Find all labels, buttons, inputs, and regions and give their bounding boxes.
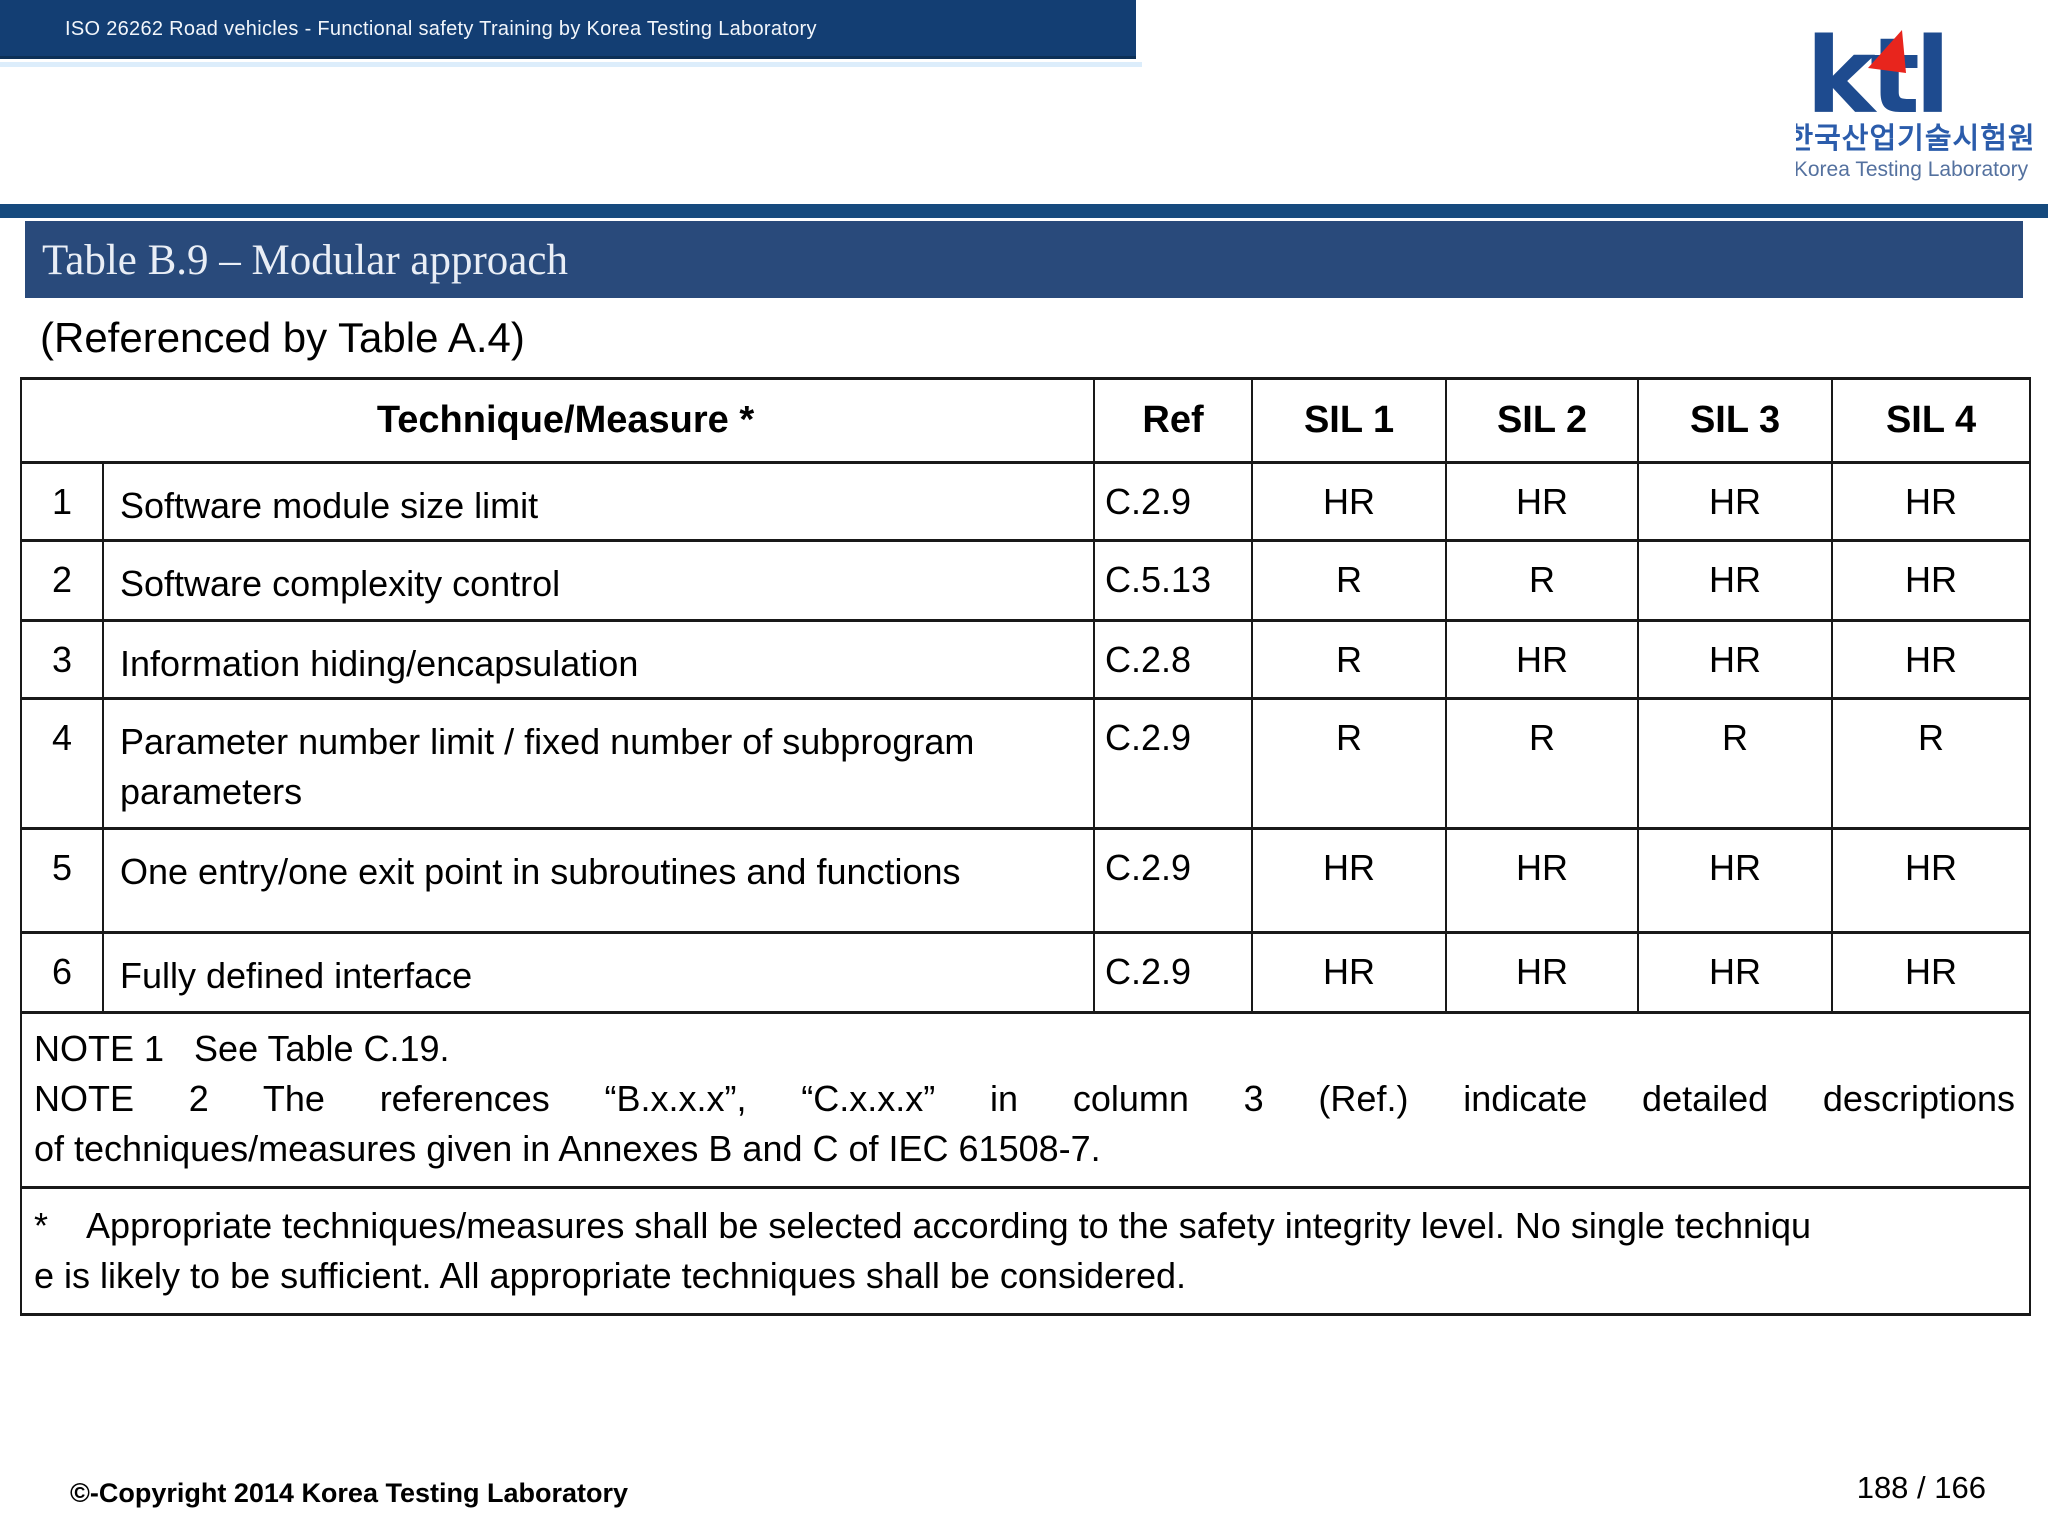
accent-strip	[0, 204, 2048, 218]
ktl-logo-graphic: ktl 한국산업기술시험원 Korea Testing Laboratory	[1796, 16, 2036, 181]
col-header-technique: Technique/Measure *	[19, 377, 1096, 464]
sil1-cell: HR	[1251, 827, 1448, 934]
ref-cell: C.2.9	[1093, 827, 1254, 934]
col-header-sil1: SIL 1	[1251, 377, 1448, 464]
note-1: NOTE 1 See Table C.19.	[34, 1028, 450, 1069]
top-header-bar: ISO 26262 Road vehicles - Functional saf…	[0, 0, 1136, 59]
sil1-cell: R	[1251, 619, 1448, 700]
sil4-cell: R	[1831, 697, 2032, 830]
sil3-cell: HR	[1637, 931, 1834, 1014]
col-header-sil4: SIL 4	[1831, 377, 2032, 464]
sil2-cell: HR	[1445, 931, 1640, 1014]
sil3-cell: HR	[1637, 827, 1834, 934]
sil2-cell: HR	[1445, 461, 1640, 542]
technique-cell: Software complexity control	[101, 539, 1096, 622]
ref-cell: C.2.8	[1093, 619, 1254, 700]
sil4-cell: HR	[1831, 619, 2032, 700]
ref-cell: C.2.9	[1093, 461, 1254, 542]
technique-cell: Parameter number limit / fixed number of…	[101, 697, 1096, 830]
sil2-cell: R	[1445, 697, 1640, 830]
technique-cell: One entry/one exit point in subroutines …	[101, 827, 1096, 934]
col-header-ref: Ref	[1093, 377, 1254, 464]
ref-cell: C.5.13	[1093, 539, 1254, 622]
ktl-english-name: Korea Testing Laboratory	[1796, 158, 2029, 181]
table-row: 2 Software complexity control C.5.13 R R…	[20, 539, 2032, 622]
table-header-row: Technique/Measure * Ref SIL 1 SIL 2 SIL …	[19, 377, 2032, 464]
course-title: ISO 26262 Road vehicles - Functional saf…	[65, 18, 817, 40]
sil4-cell: HR	[1831, 539, 2032, 622]
sil3-cell: HR	[1637, 619, 1834, 700]
sil4-cell: HR	[1831, 827, 2032, 934]
footnote-line-2: e is likely to be sufficient. All approp…	[34, 1255, 1187, 1296]
ktl-red-triangle-icon	[1868, 30, 1906, 73]
sil3-cell: HR	[1637, 539, 1834, 622]
reference-line: (Referenced by Table A.4)	[40, 314, 525, 361]
col-header-sil2: SIL 2	[1445, 377, 1640, 464]
header-underline	[0, 62, 1142, 67]
ktl-logo: ktl 한국산업기술시험원 Korea Testing Laboratory	[1796, 16, 2036, 188]
note-2-line-2: of techniques/measures given in Annexes …	[34, 1128, 1101, 1169]
row-number: 1	[20, 461, 104, 542]
table-row: 1 Software module size limit C.2.9 HR HR…	[20, 461, 2032, 542]
copyright-notice: ©-Copyright 2014 Korea Testing Laborator…	[70, 1478, 628, 1508]
notes-row: NOTE 1 See Table C.19. NOTE 2 The refere…	[19, 1011, 2032, 1189]
table-title-bar: Table B.9 – Modular approach	[25, 221, 2023, 298]
row-number: 3	[20, 619, 104, 700]
table-row: 6 Fully defined interface C.2.9 HR HR HR…	[20, 931, 2032, 1014]
table-row: 3 Information hiding/encapsulation C.2.8…	[20, 619, 2032, 700]
row-number: 6	[20, 931, 104, 1014]
ref-cell: C.2.9	[1093, 697, 1254, 830]
sil4-cell: HR	[1831, 461, 2032, 542]
row-number: 2	[20, 539, 104, 622]
technique-cell: Information hiding/encapsulation	[101, 619, 1096, 700]
sil3-cell: HR	[1637, 461, 1834, 542]
table-row: 4 Parameter number limit / fixed number …	[20, 697, 2032, 830]
table-title: Table B.9 – Modular approach	[42, 237, 568, 284]
sil1-cell: HR	[1251, 461, 1448, 542]
sil2-cell: HR	[1445, 827, 1640, 934]
page-number: 188 / 166	[1856, 1470, 1986, 1505]
row-number: 4	[20, 697, 104, 830]
ktl-wordmark: ktl	[1806, 16, 1946, 137]
row-number: 5	[20, 827, 104, 934]
sil4-cell: HR	[1831, 931, 2032, 1014]
modular-approach-table: Technique/Measure * Ref SIL 1 SIL 2 SIL …	[19, 377, 2032, 1316]
sil1-cell: R	[1251, 539, 1448, 622]
technique-cell: Fully defined interface	[101, 931, 1096, 1014]
footnote-line-1: * Appropriate techniques/measures shall …	[34, 1205, 1812, 1246]
note-2-line-1: NOTE 2 The references “B.x.x.x”, “C.x.x.…	[34, 1078, 2016, 1119]
col-header-sil3: SIL 3	[1637, 377, 1834, 464]
sil1-cell: R	[1251, 697, 1448, 830]
sil2-cell: R	[1445, 539, 1640, 622]
sil3-cell: R	[1637, 697, 1834, 830]
footnote-row: * Appropriate techniques/measures shall …	[19, 1186, 2032, 1316]
technique-cell: Software module size limit	[101, 461, 1096, 542]
footnote-cell: * Appropriate techniques/measures shall …	[19, 1186, 2032, 1316]
notes-cell: NOTE 1 See Table C.19. NOTE 2 The refere…	[19, 1011, 2032, 1189]
sil2-cell: HR	[1445, 619, 1640, 700]
sil1-cell: HR	[1251, 931, 1448, 1014]
ktl-korean-name: 한국산업기술시험원	[1796, 121, 2036, 155]
table-row: 5 One entry/one exit point in subroutine…	[20, 827, 2032, 934]
ref-cell: C.2.9	[1093, 931, 1254, 1014]
